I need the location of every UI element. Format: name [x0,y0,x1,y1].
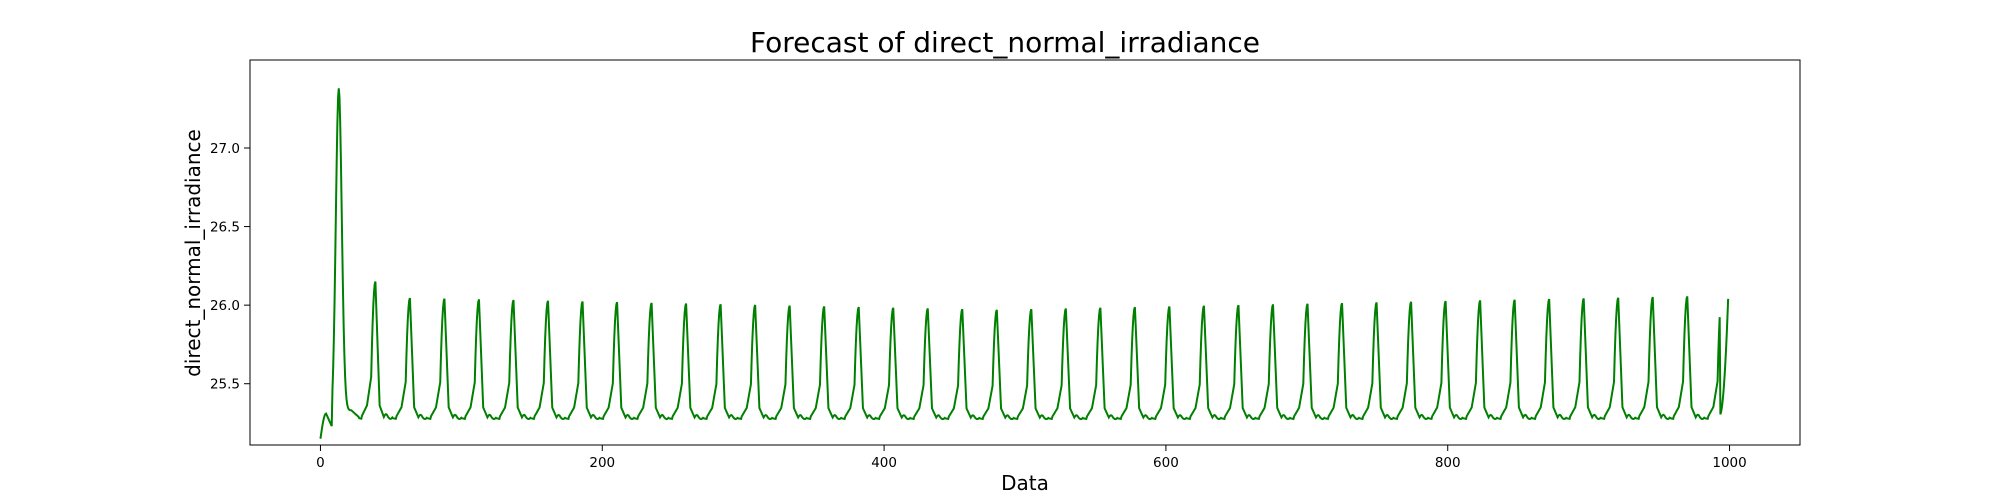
y-axis-label: direct_normal_irradiance [181,129,205,377]
x-tick-label: 200 [589,455,615,471]
x-tick-label: 600 [1153,455,1179,471]
x-axis-ticks: 0 200 400 600 800 1000 [316,445,1747,471]
plot-frame [249,59,1801,446]
x-axis-label: Data [1001,471,1049,495]
y-tick-label: 27.0 [210,141,240,157]
chart-title: Forecast of direct_normal_irradiance [750,26,1260,59]
y-axis-ticks: 25.5 26.0 26.5 27.0 [210,141,250,393]
x-tick-label: 0 [316,455,325,471]
x-tick-label: 1000 [1712,455,1746,471]
x-tick-label: 400 [871,455,897,471]
y-tick-label: 26.5 [210,220,240,236]
x-tick-label: 800 [1435,455,1461,471]
y-tick-label: 26.0 [210,298,240,314]
plot-area [249,59,1801,446]
y-tick-label: 25.5 [210,377,240,393]
series-line [319,88,1730,439]
